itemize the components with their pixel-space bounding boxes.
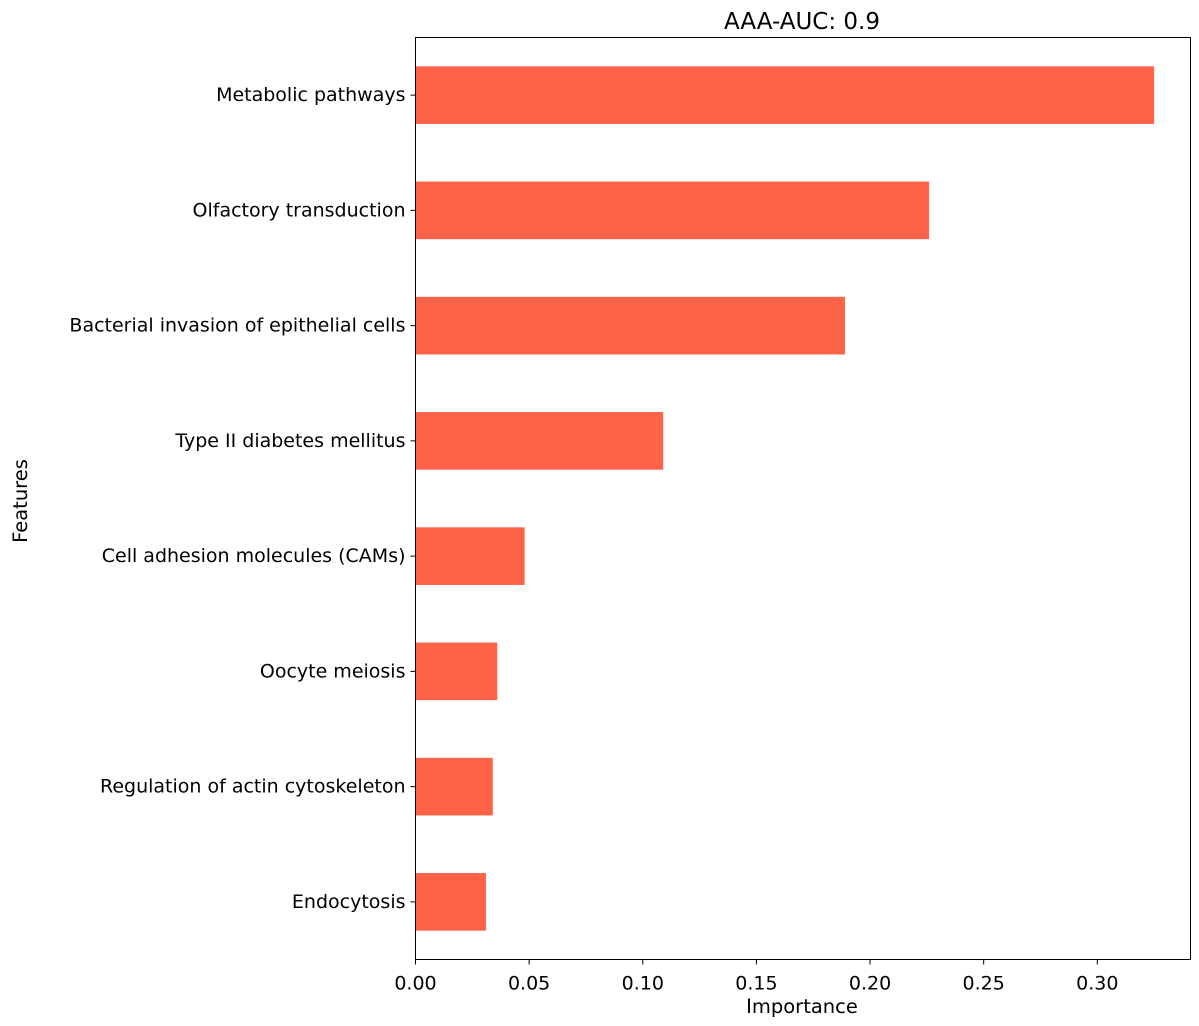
- bar-0: [415, 66, 1155, 124]
- bar-4: [415, 527, 525, 585]
- x-tick-label-5: 0.25: [963, 973, 1005, 995]
- bars-group: [415, 66, 1155, 931]
- category-label-1: Olfactory transduction: [193, 199, 406, 221]
- x-axis-label: Importance: [746, 995, 858, 1018]
- bar-3: [415, 412, 664, 470]
- x-tick-label-3: 0.15: [735, 973, 777, 995]
- bar-5: [415, 642, 498, 701]
- category-label-5: Oocyte meiosis: [260, 660, 406, 682]
- plot-frame: [415, 37, 1191, 960]
- category-label-7: Endocytosis: [292, 891, 406, 913]
- x-tick-label-1: 0.05: [508, 973, 550, 995]
- y-axis-label: Features: [9, 459, 32, 543]
- bar-6: [415, 757, 493, 816]
- category-label-3: Type II diabetes mellitus: [174, 430, 405, 452]
- bar-2: [415, 296, 846, 355]
- chart-title: AAA-AUC: 0.9: [724, 9, 880, 35]
- bar-7: [415, 873, 486, 931]
- category-label-2: Bacterial invasion of epithelial cells: [69, 315, 405, 337]
- category-label-6: Regulation of actin cytoskeleton: [100, 776, 406, 798]
- category-label-4: Cell adhesion molecules (CAMs): [102, 545, 406, 567]
- bar-1: [415, 181, 930, 240]
- x-tick-label-6: 0.30: [1076, 973, 1118, 995]
- x-tick-label-2: 0.10: [622, 973, 664, 995]
- category-label-0: Metabolic pathways: [216, 84, 405, 106]
- x-tick-label-4: 0.20: [849, 973, 891, 995]
- category-labels-group: Metabolic pathways Olfactory transduction…: [69, 84, 416, 913]
- x-tick-label-0: 0.00: [394, 973, 436, 995]
- x-ticks-group: 0.00 0.05 0.10 0.15 0.20 0.25 0.30: [394, 959, 1118, 995]
